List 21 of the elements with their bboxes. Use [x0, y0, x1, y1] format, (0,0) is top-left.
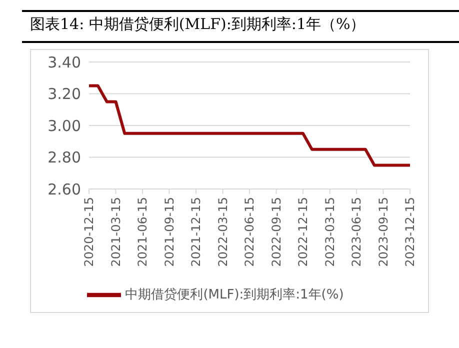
x-tick-label: 2022-12-15: [296, 197, 310, 267]
x-tick-label: 2021-06-15: [136, 197, 150, 267]
x-tick-label: 2023-12-15: [403, 197, 417, 267]
x-tick-label: 2023-06-15: [350, 197, 364, 267]
x-tick-label: 2021-03-15: [108, 197, 123, 267]
y-tick-label: 3.00: [48, 116, 81, 135]
x-tick-label: 2021-12-15: [189, 197, 203, 267]
y-tick-label: 3.20: [48, 85, 81, 104]
x-tick-label: 2021-09-15: [162, 197, 176, 267]
y-tick-label: 2.60: [48, 180, 81, 198]
y-tick-label: 3.40: [48, 53, 81, 72]
line-series: [89, 84, 410, 167]
chart-title: 图表14: 中期借贷便利(MLF):到期利率:1年（%）: [30, 15, 366, 34]
legend-label: 中期借贷便利(MLF):到期利率:1年(%): [125, 288, 344, 303]
x-tick-label: 2022-03-15: [216, 197, 230, 267]
y-tick-label: 2.80: [48, 148, 81, 167]
x-tick-label: 2023-09-15: [376, 197, 390, 267]
x-tick-label: 2023-03-15: [322, 197, 337, 267]
x-tick-label: 2022-09-15: [269, 197, 284, 267]
x-tick-label: 2020-12-15: [82, 197, 96, 267]
x-tick-label: 2022-06-15: [242, 197, 256, 267]
